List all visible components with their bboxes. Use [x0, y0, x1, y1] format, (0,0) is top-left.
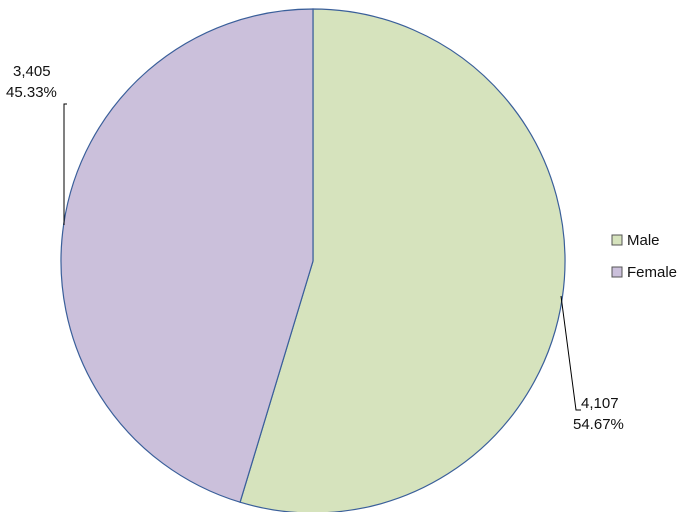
legend-swatch-female: [611, 266, 623, 278]
pie-slices: [60, 8, 566, 512]
legend-label-female: Female: [627, 264, 677, 281]
legend: Male Female: [611, 232, 677, 281]
legend-label-male: Male: [627, 232, 660, 249]
leader-line-male: [560, 295, 581, 411]
data-label-female-percent: 45.33%: [6, 84, 57, 101]
data-label-male-value: 4,107: [581, 395, 619, 412]
legend-swatch-male: [611, 234, 623, 246]
pie-slice-male: [239, 8, 566, 512]
leader-lines: [63, 103, 581, 411]
data-label-male-percent: 54.67%: [573, 416, 624, 433]
leader-line-female: [63, 103, 67, 225]
data-label-female-value: 3,405: [13, 63, 51, 80]
